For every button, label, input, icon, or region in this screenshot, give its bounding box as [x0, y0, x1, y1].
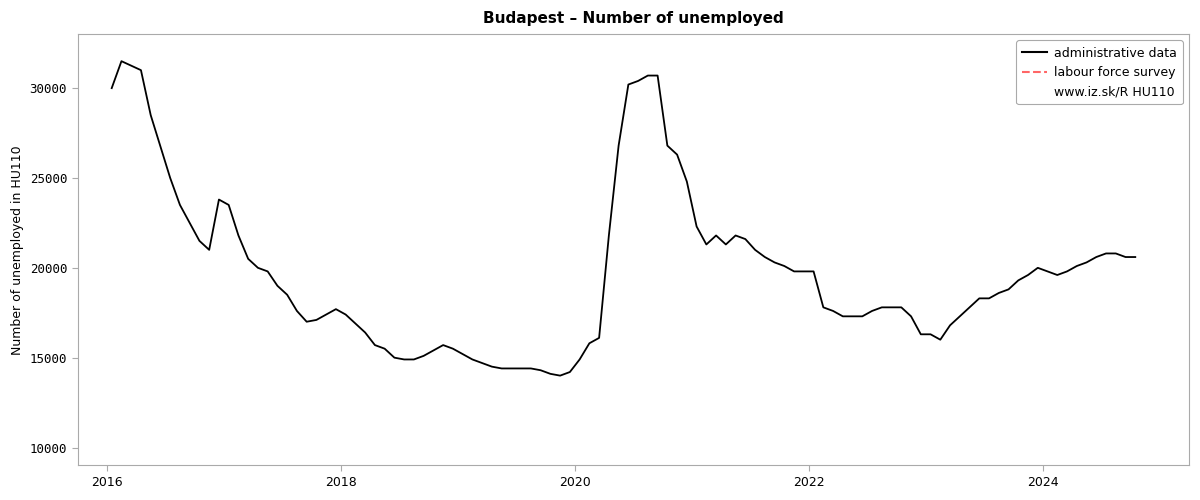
- Legend: administrative data, labour force survey, www.iz.sk/R HU110: administrative data, labour force survey…: [1016, 40, 1183, 104]
- Y-axis label: Number of unemployed in HU110: Number of unemployed in HU110: [11, 145, 24, 354]
- Title: Budapest – Number of unemployed: Budapest – Number of unemployed: [482, 11, 784, 26]
